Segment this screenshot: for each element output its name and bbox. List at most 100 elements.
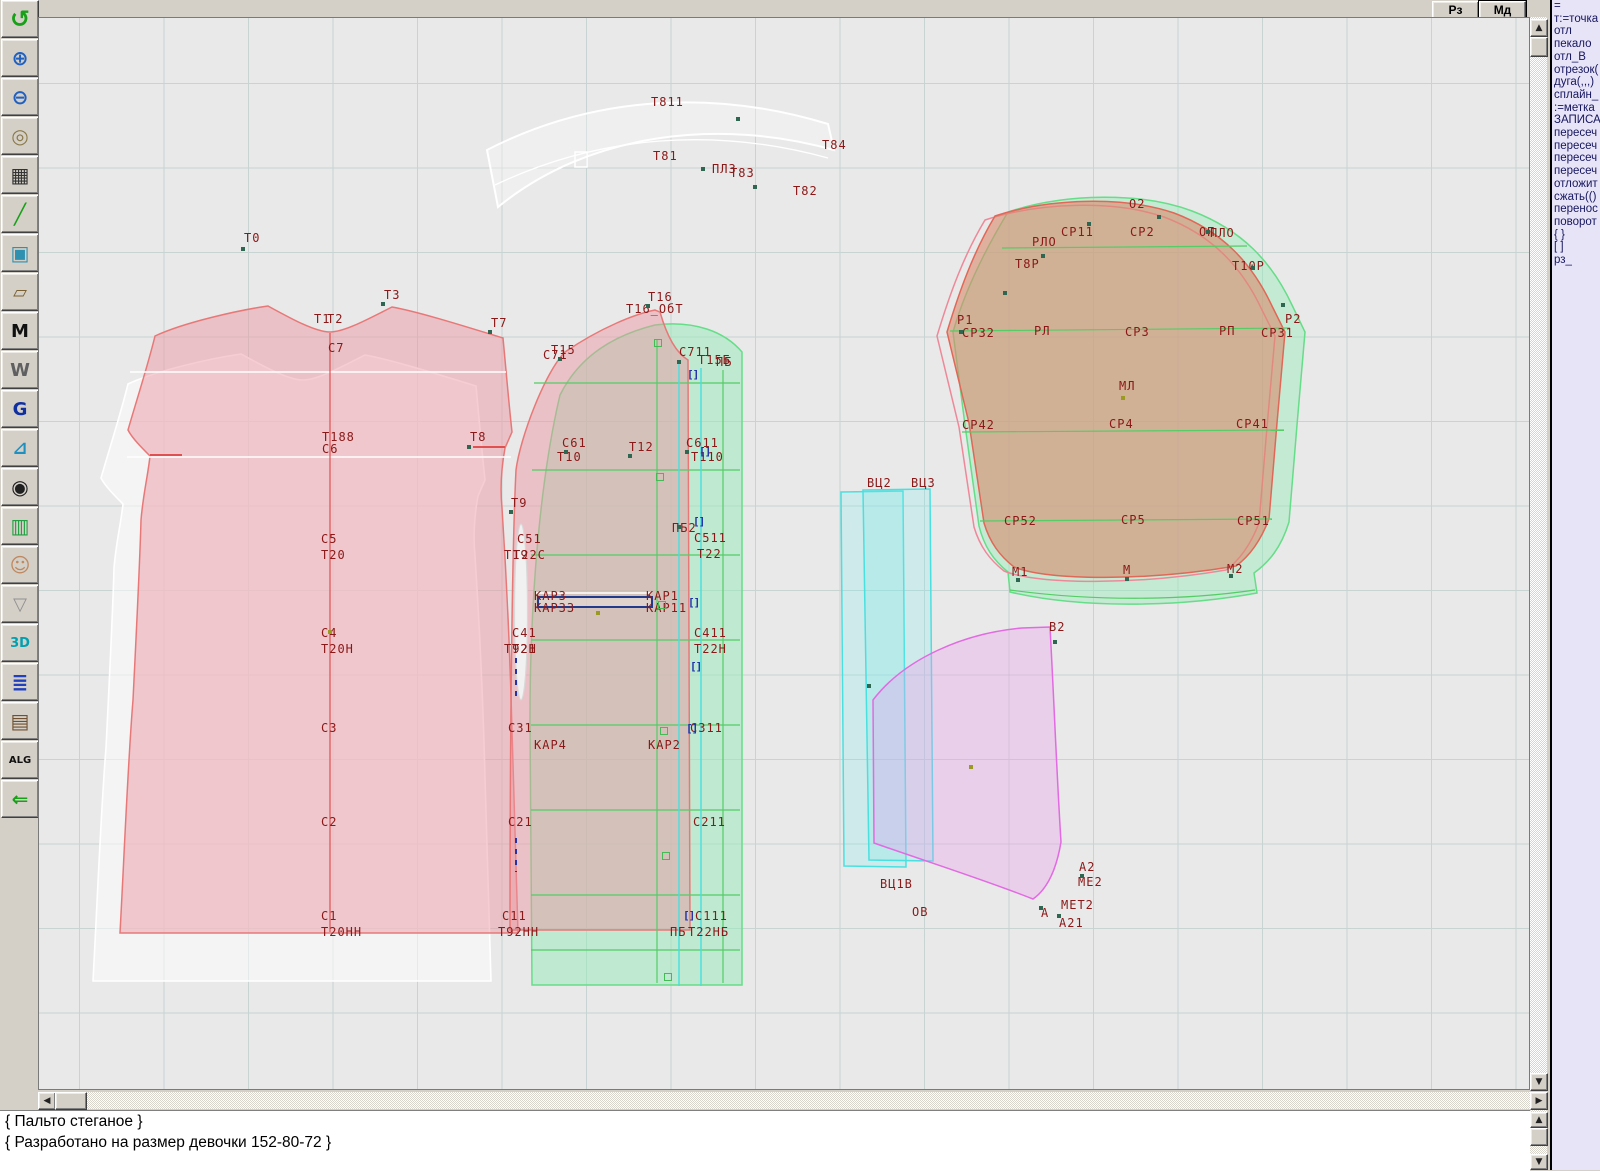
toolbar-drafting-tools-button[interactable]: W [1,351,39,389]
command-sidebar[interactable]: = т:=точка отл пекало отл_В отрезок(дуга(,,,)… [1550,0,1600,1170]
pattern-piece-icon: ▱ [13,281,27,303]
point-label: СР51 [1237,514,1270,528]
point-label: Т21 [512,642,537,656]
toolbar-undo-button[interactable]: ↺ [1,0,39,38]
toolbar-zoom-in-button[interactable]: ⊕ [1,39,39,77]
console-scroll-down-button[interactable]: ▼ [1530,1154,1548,1170]
sleeve-piece[interactable] [946,200,1291,599]
command-item[interactable]: отложит [1554,177,1598,190]
command-item[interactable]: сплайн_ [1554,88,1599,101]
canvas-hscrollbar[interactable]: ◀ ▶ [38,1092,1548,1110]
point-marker [509,510,513,514]
command-item[interactable]: :=метка [1554,101,1595,114]
console-vscroll-thumb[interactable] [1530,1128,1548,1146]
command-item[interactable]: дуга(,,,) [1554,76,1595,89]
point-label: Т7 [491,316,508,330]
toolbar-segment-button[interactable]: ╱ [1,195,39,233]
back-piece[interactable] [119,305,519,934]
front-piece[interactable] [509,309,740,986]
point-marker [969,765,973,769]
toolbar-g-tool-button[interactable]: G [1,390,39,428]
toolbar-text-list-button[interactable]: ≣ [1,663,39,701]
toolbar-pattern-m-button[interactable]: M [1,312,39,350]
command-item[interactable]: отл_В [1554,50,1586,63]
point-label: Т83 [730,166,755,180]
command-item[interactable]: пекало [1554,38,1592,51]
point-marker [646,304,650,308]
point-label: Т1 [314,312,331,326]
point-label: МЕТ2 [1061,898,1094,912]
scroll-left-button[interactable]: ◀ [38,1092,56,1110]
toolbar-image-button[interactable]: ▣ [1,234,39,272]
toolbar-exit-button[interactable]: ⇐ [1,780,39,818]
point-label: Т10 [557,450,582,464]
point-label: О2 [1129,197,1146,211]
hscroll-thumb[interactable] [55,1092,87,1110]
point-label: М2 [1227,562,1244,576]
toolbar-photo-button[interactable]: ☺ [1,546,39,584]
toolbar-alg-button[interactable]: ALG [1,741,39,779]
md-mode-button[interactable]: Мд [1478,0,1527,20]
toolbar-ruler-button[interactable]: ⊿ [1,429,39,467]
buttonhole-bracket-marker: [] [688,596,700,609]
point-marker [1080,874,1084,878]
point-label: ПЛО [1210,226,1235,240]
point-label: С411 [694,626,727,640]
command-item[interactable]: пересеч [1554,165,1598,178]
toolbar-grid-button[interactable]: ▦ [1,156,39,194]
command-item[interactable]: пересеч [1554,152,1598,165]
point-marker [677,360,681,364]
vscroll-thumb[interactable] [1530,37,1548,57]
toolbar-table-button[interactable]: ▥ [1,507,39,545]
point-label: А [1041,906,1050,920]
point-label: Т811 [651,95,684,109]
command-item[interactable]: перенос [1554,203,1598,216]
toolbar-books-button[interactable]: ▤ [1,702,39,740]
back-piece-white-outline[interactable] [92,353,492,982]
point-label: Т16_ОбТ [626,302,684,316]
collar-piece[interactable] [485,101,836,209]
toolbar-pattern-piece-button[interactable]: ▱ [1,273,39,311]
point-label: А21 [1059,916,1084,930]
canvas-vscrollbar[interactable]: ▲ ▼ [1530,17,1548,1091]
point-marker [677,525,681,529]
command-item[interactable]: пересеч [1554,127,1598,140]
toolbar-jacket-sketch-button[interactable]: ▽ [1,585,39,623]
command-item[interactable]: т:=точка [1554,12,1599,25]
toolbar-zoom-piece-button[interactable]: ◎ [1,117,39,155]
toolbar-3d-button[interactable]: 3D [1,624,39,662]
scroll-up-button[interactable]: ▲ [1530,19,1548,37]
command-item[interactable]: [ ] [1554,241,1564,254]
command-item[interactable]: ЗАПИСА [1554,114,1600,127]
command-item[interactable]: отл [1554,25,1572,38]
point-marker [488,330,492,334]
command-item[interactable]: сжать(() [1554,190,1597,203]
remark-console[interactable]: { Пальто стеганое } { Разработано на разм… [0,1110,1530,1171]
books-icon: ▤ [10,709,30,733]
command-item[interactable]: отрезок( [1554,63,1599,76]
point-label: Т20 [321,548,346,562]
point-label: КАР1 [646,589,679,603]
scroll-down-button[interactable]: ▼ [1530,1073,1548,1091]
drawing-canvas[interactable]: Т811 Т81 ПЛЗ Т83 Т84 Т82 Т0 Т3 Т1 Т2 Т7 С7 Т188 С6 Т8 Т… [38,17,1530,1090]
console-vscrollbar[interactable]: ▲ ▼ [1530,1110,1548,1170]
toolbar-zoom-out-button[interactable]: ⊖ [1,78,39,116]
console-scroll-up-button[interactable]: ▲ [1530,1112,1548,1128]
command-item[interactable]: пересеч [1554,139,1598,152]
point-label: М [1123,563,1132,577]
buttonhole-bracket-marker: [] [693,515,705,528]
command-item[interactable]: рз_ [1554,254,1572,267]
console-line: { Разработано на размер девочки 152-80-7… [5,1134,332,1151]
hood-piece[interactable] [872,626,1062,900]
point-label: С6 [322,442,339,456]
scroll-right-button[interactable]: ▶ [1530,1092,1548,1110]
point-label: Т22НБ [688,925,730,939]
command-item[interactable]: поворот [1554,215,1597,228]
toolbar-camera-button[interactable]: ◉ [1,468,39,506]
point-marker [1016,578,1020,582]
command-item[interactable]: = [1554,0,1561,12]
point-label: С3 [321,721,338,735]
command-item[interactable]: { } [1554,228,1565,241]
point-marker [1251,266,1255,270]
point-label: СР4 [1109,417,1134,431]
